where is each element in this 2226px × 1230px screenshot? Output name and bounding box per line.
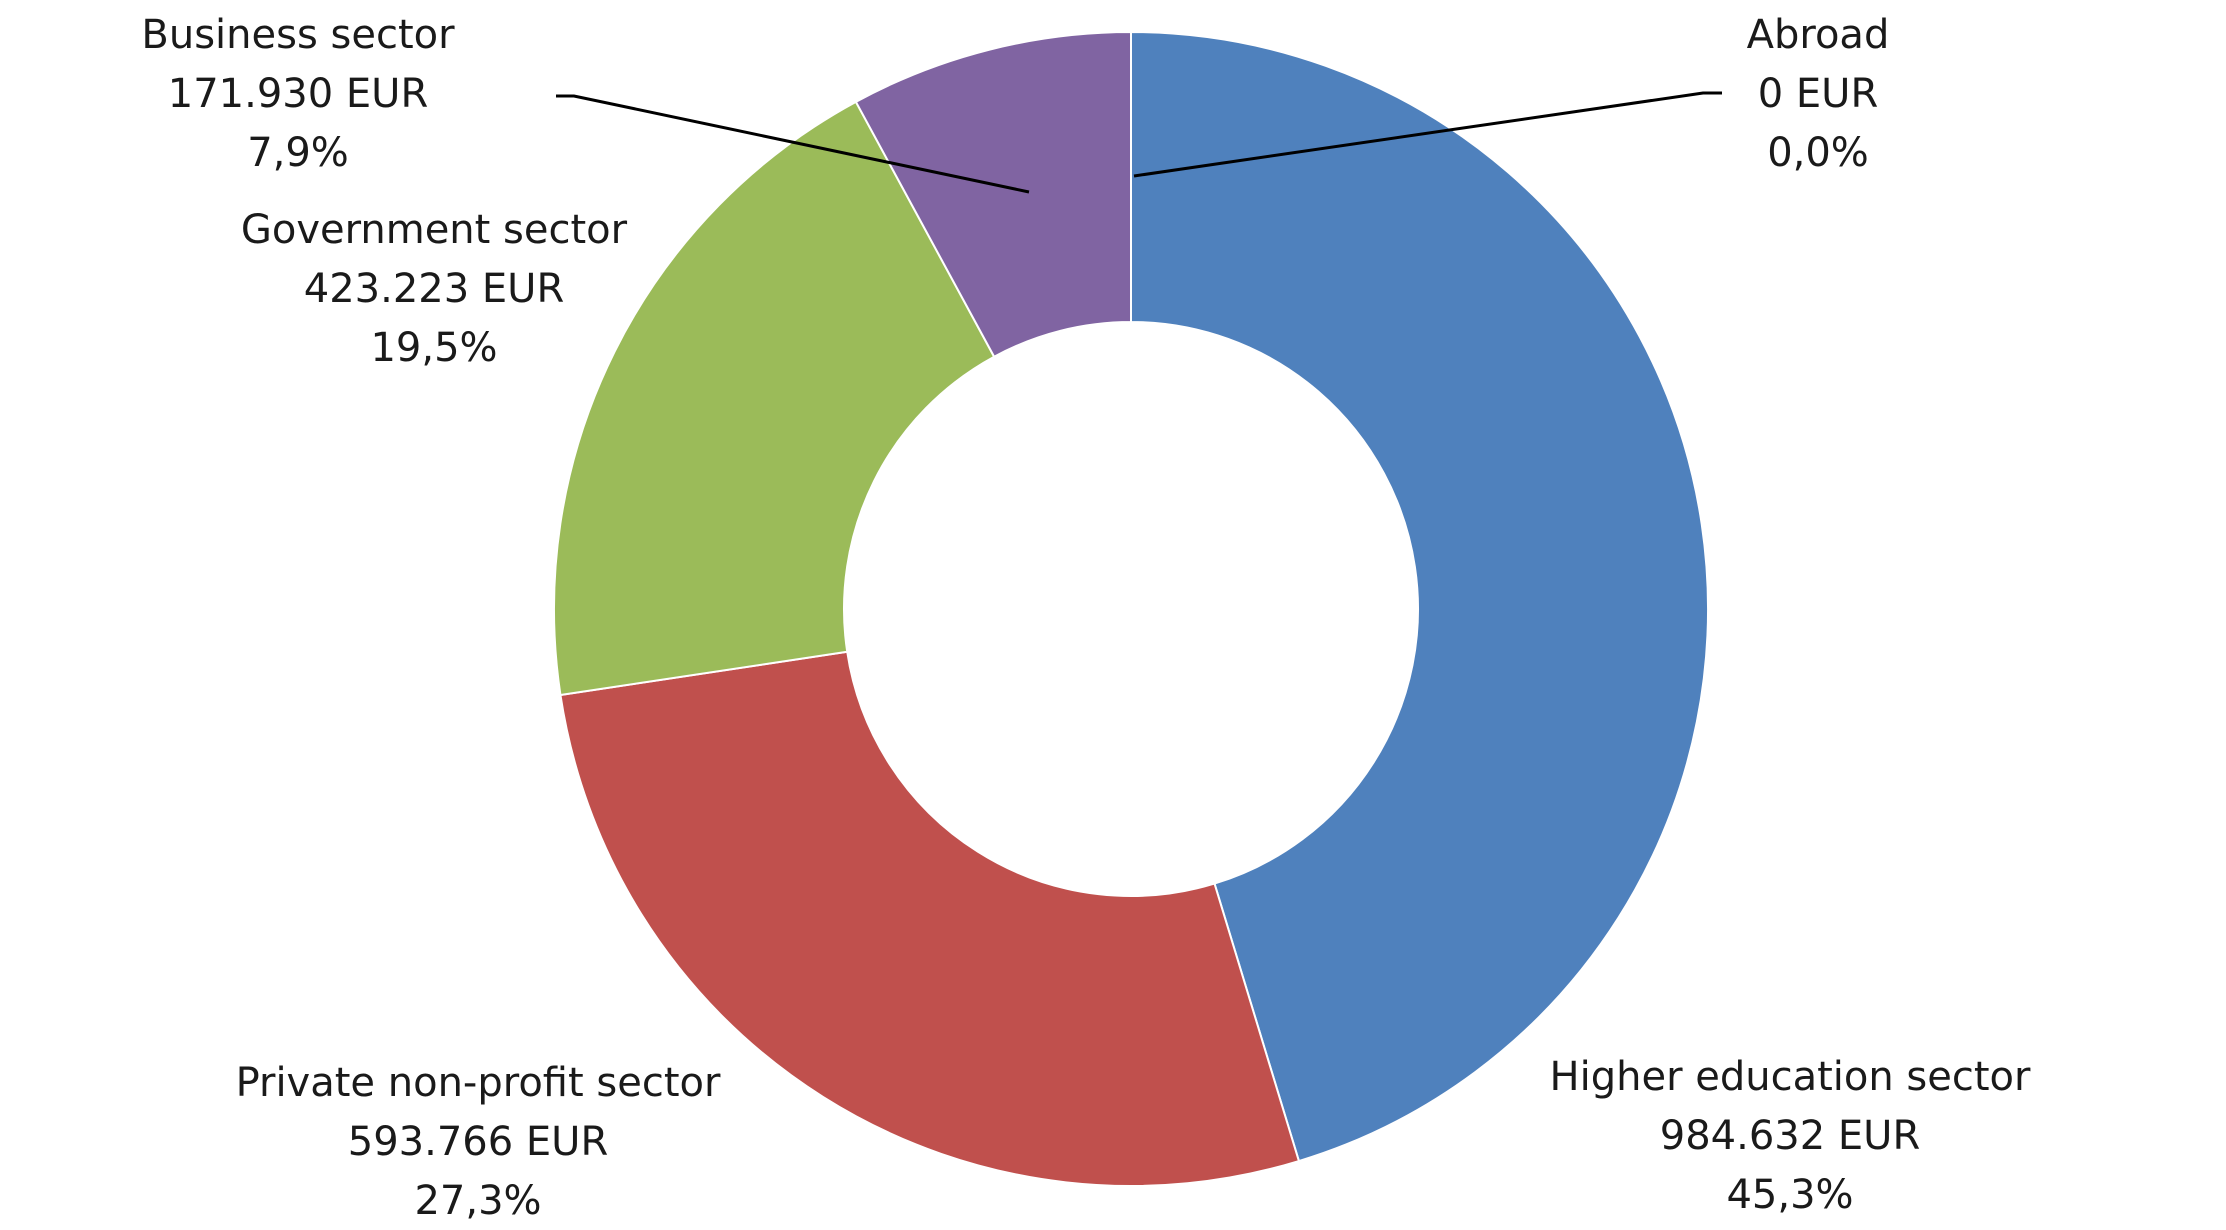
label-private-non-profit-sector-name: Private non-profit sector	[236, 1060, 721, 1106]
label-government-sector: Government sector 423.223 EUR 19,5%	[241, 207, 628, 371]
data-labels: Abroad 0 EUR 0,0% Higher education sector 98…	[141, 12, 2031, 1224]
label-abroad-percent: 0,0%	[1767, 130, 1869, 176]
label-higher-education-sector-name: Higher education sector	[1550, 1054, 2031, 1100]
label-private-non-profit-sector: Private non-profit sector 593.766 EUR 27,3…	[236, 1060, 721, 1224]
label-abroad: Abroad 0 EUR 0,0%	[1747, 12, 1890, 176]
label-higher-education-sector: Higher education sector 984.632 EUR 45,3%	[1550, 1054, 2031, 1218]
label-private-non-profit-sector-percent: 27,3%	[414, 1178, 541, 1224]
slice-private-non-profit-sector	[559, 650, 1301, 1187]
label-abroad-value: 0 EUR	[1758, 71, 1879, 117]
slice-government-sector	[553, 100, 996, 697]
label-business-sector-percent: 7,9%	[247, 130, 349, 176]
label-business-sector-value: 171.930 EUR	[168, 71, 428, 117]
slice-business-sector	[854, 30, 1132, 359]
label-higher-education-sector-percent: 45,3%	[1726, 1172, 1853, 1218]
label-abroad-name: Abroad	[1747, 12, 1890, 58]
leader-line-business-sector	[556, 94, 1030, 194]
label-business-sector-name: Business sector	[141, 12, 455, 58]
label-business-sector: Business sector 171.930 EUR 7,9%	[141, 12, 455, 176]
slice-higher-education-sector	[1130, 30, 1709, 1163]
label-higher-education-sector-value: 984.632 EUR	[1660, 1113, 1920, 1159]
label-private-non-profit-sector-value: 593.766 EUR	[348, 1119, 608, 1165]
label-government-sector-percent: 19,5%	[370, 325, 497, 371]
leader-line-abroad	[1133, 91, 1722, 178]
donut-slices	[553, 30, 1709, 1187]
label-government-sector-name: Government sector	[241, 207, 628, 253]
label-government-sector-value: 423.223 EUR	[304, 266, 564, 312]
leader-lines	[556, 91, 1722, 194]
